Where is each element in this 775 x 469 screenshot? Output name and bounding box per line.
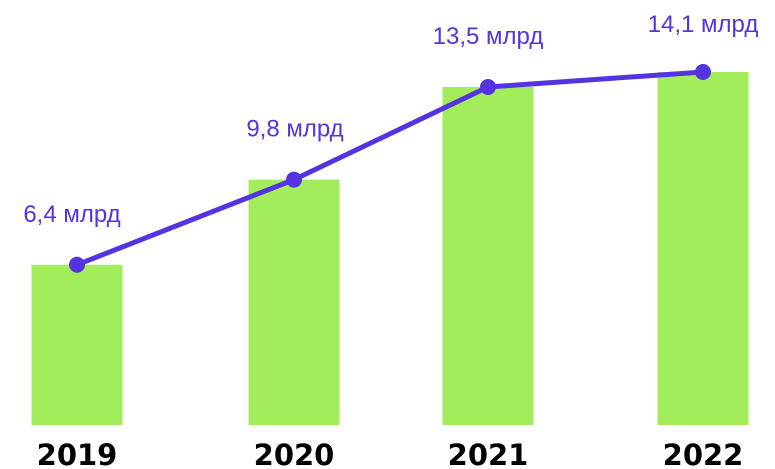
category-label-2022: 2022 xyxy=(663,438,744,469)
category-label-2021: 2021 xyxy=(448,438,529,469)
line-point-2021 xyxy=(480,79,496,96)
bar-2019 xyxy=(31,264,123,425)
data-label-2019: 6,4 млрд xyxy=(23,201,120,228)
line-point-2019 xyxy=(69,256,85,273)
trend-line xyxy=(74,69,706,268)
data-label-2020: 9,8 млрд xyxy=(246,116,343,143)
line-point-2020 xyxy=(286,171,302,188)
category-label-2020: 2020 xyxy=(254,438,335,469)
line-point-2022 xyxy=(695,64,711,80)
bar-2020 xyxy=(248,179,340,425)
bar-2021 xyxy=(442,87,534,426)
bars-group xyxy=(31,72,749,426)
category-labels-group: 2019 2020 2021 2022 xyxy=(37,438,744,469)
value-labels-group: 6,4 млрд 9,8 млрд 13,5 млрд 14,1 млрд xyxy=(23,11,758,228)
category-label-2019: 2019 xyxy=(37,438,118,469)
trend-line-group xyxy=(69,64,711,273)
bar-2022 xyxy=(657,72,749,425)
data-label-2021: 13,5 млрд xyxy=(433,23,544,50)
data-label-2022: 14,1 млрд xyxy=(648,11,759,38)
